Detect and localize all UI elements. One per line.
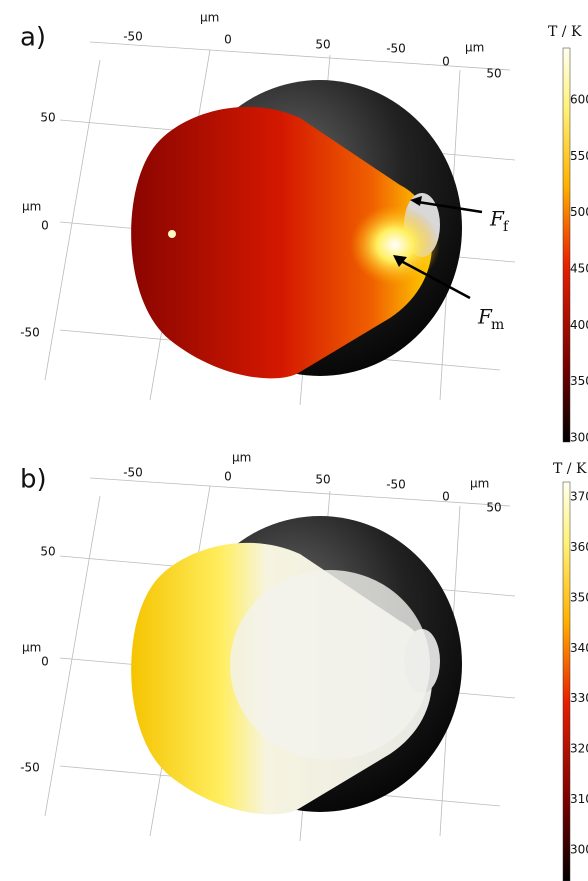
x-tick-label: -50 [123, 30, 143, 44]
y-tick-label: -50 [20, 326, 40, 340]
colorbar-tick-label: 350 [570, 374, 588, 388]
z-tick-label: -50 [386, 42, 406, 56]
colorbar [562, 47, 571, 443]
grid-line [89, 477, 511, 507]
focus [168, 230, 176, 238]
x-tick-label: 50 [315, 473, 330, 487]
z-tick-label: 50 [486, 67, 501, 81]
panel: b) µm µm µm -50 0 50 -50 0 50 50 0 -50 T / K 370 360 350… [20, 451, 588, 881]
annotation-symbol: F [477, 305, 493, 329]
grid-line [89, 41, 511, 71]
y-tick-label: 50 [40, 545, 55, 559]
axis-unit: µm [465, 41, 484, 55]
colorbar-tick-label: 310 [570, 792, 588, 806]
colorbar-title: T / K [548, 24, 582, 40]
colorbar-tick-label: 600 [570, 93, 588, 107]
panel-label: b) [20, 465, 47, 495]
colorbar-tick-label: 550 [570, 149, 588, 163]
annotation-arrow [400, 259, 471, 300]
grid-line [44, 495, 101, 817]
axis-unit: µm [22, 641, 41, 655]
z-tick-label: 0 [442, 490, 450, 504]
y-tick-label: 0 [41, 219, 49, 233]
arrow-head [393, 255, 407, 267]
colorbar-tick-label: 350 [570, 590, 588, 604]
y-tick-label: -50 [20, 761, 40, 775]
colorbar-tick-label: 340 [570, 641, 588, 655]
annotation-arrow [417, 200, 483, 214]
x-tick-label: -50 [123, 466, 143, 480]
colorbar [562, 481, 571, 881]
axis-unit: µm [232, 451, 251, 465]
y-tick-label: 50 [40, 111, 55, 125]
colorbar-tick-label: 400 [570, 318, 588, 332]
hot-region [230, 570, 430, 760]
body [131, 106, 432, 379]
colorbar-tick-label: 300 [570, 843, 588, 857]
colorbar-tick-label: 370 [570, 490, 588, 504]
x-tick-label: 50 [315, 38, 330, 52]
axis-unit: µm [200, 11, 219, 25]
colorbar-title: T / K [553, 461, 587, 477]
z-tick-label: 0 [442, 55, 450, 69]
annotation-symbol: F [489, 207, 505, 231]
arrow-head [410, 196, 422, 206]
x-tick-label: 0 [224, 33, 232, 47]
z-tick-label: -50 [386, 478, 406, 492]
colorbar-tick-label: 320 [570, 742, 588, 756]
axis-unit: µm [470, 477, 489, 491]
annotation-subscript: f [503, 219, 510, 235]
colorbar-tick-label: 500 [570, 205, 588, 219]
annotation-subscript: m [491, 317, 504, 333]
grid-line [44, 59, 101, 381]
axis-unit: µm [22, 200, 41, 214]
x-tick-label: 0 [224, 470, 232, 484]
hot-spot [350, 205, 440, 285]
colorbar-tick-label: 450 [570, 262, 588, 276]
colorbar-tick-label: 330 [570, 691, 588, 705]
y-tick-label: 0 [41, 655, 49, 669]
panel-label: a) [20, 23, 46, 53]
z-tick-label: 50 [486, 501, 501, 515]
colorbar-tick-label: 300 [570, 431, 588, 445]
colorbar-tick-label: 360 [570, 540, 588, 554]
